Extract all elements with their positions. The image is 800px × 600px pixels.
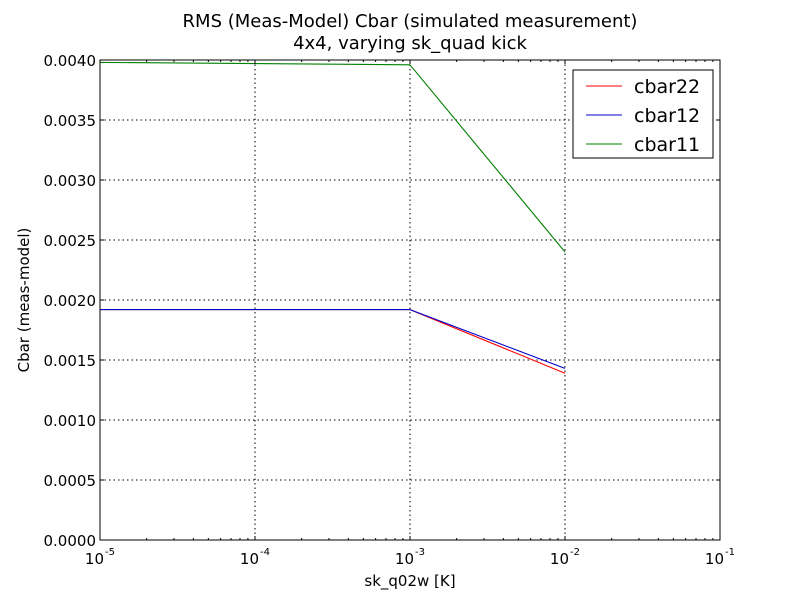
legend-label-cbar22: cbar22 <box>634 76 700 98</box>
y-tick-label: 0.0010 <box>44 412 97 430</box>
series-line-cbar12 <box>100 309 566 369</box>
x-tick-label: 10 -4 <box>240 547 270 568</box>
series-lines <box>99 61 566 374</box>
x-tick-label: 10 -5 <box>85 547 115 568</box>
x-tick-label-base: 10 <box>550 550 569 568</box>
x-axis-label: sk_q02w [K] <box>364 572 455 591</box>
y-tick-label: 0.0025 <box>44 232 97 250</box>
x-tick-label-exponent: -5 <box>105 547 115 558</box>
y-tick-labels: 0.0000 0.0005 0.0010 0.0015 0.0020 0.0025 0.00… <box>44 52 97 550</box>
y-tick-label: 0.0030 <box>44 172 97 190</box>
x-tick-label-exponent: -4 <box>260 547 270 558</box>
axis-ticks <box>99 59 721 541</box>
x-tick-label-exponent: -2 <box>570 547 580 558</box>
y-tick-label: 0.0015 <box>44 352 97 370</box>
legend-label-cbar11: cbar11 <box>634 134 700 156</box>
legend-box <box>572 69 714 159</box>
x-tick-label-base: 10 <box>240 550 259 568</box>
y-axis-label: Cbar (meas-model) <box>15 228 33 373</box>
y-tick-label: 0.0035 <box>44 112 97 130</box>
y-tick-label: 0.0040 <box>44 52 97 70</box>
legend: cbar22 cbar12 cbar11 <box>572 69 714 159</box>
x-tick-label-base: 10 <box>85 550 104 568</box>
x-tick-label-base: 10 <box>395 550 414 568</box>
x-tick-label-base: 10 <box>705 550 724 568</box>
chart-title: RMS (Meas-Model) Cbar (simulated measure… <box>183 11 638 32</box>
x-tick-label-exponent: -3 <box>415 547 425 558</box>
series-line-cbar11 <box>99 61 566 253</box>
x-tick-label: 10 -1 <box>705 547 735 568</box>
grid <box>100 60 720 540</box>
chart-subtitle: 4x4, varying sk_quad kick <box>293 33 527 54</box>
y-tick-label: 0.0000 <box>44 532 97 550</box>
x-tick-label: 10 -3 <box>395 547 425 568</box>
x-tick-labels: 10 -5 10 -4 10 -3 10 -2 10 -1 <box>85 547 735 568</box>
x-tick-label-exponent: -1 <box>725 547 735 558</box>
y-tick-label: 0.0005 <box>44 472 97 490</box>
legend-label-cbar12: cbar12 <box>634 105 700 127</box>
x-tick-label: 10 -2 <box>550 547 580 568</box>
y-tick-label: 0.0020 <box>44 292 97 310</box>
